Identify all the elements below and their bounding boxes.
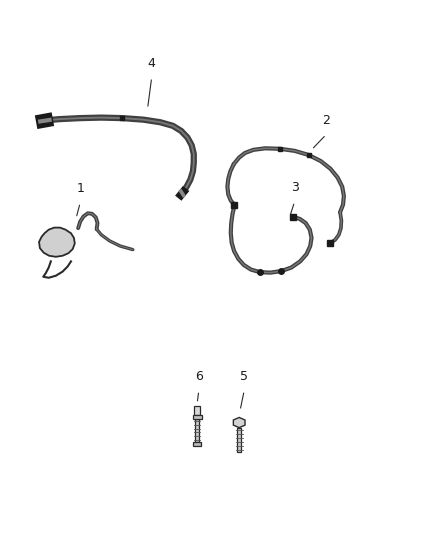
Text: 5: 5 [240,370,248,383]
Text: 4: 4 [148,56,155,69]
Text: 2: 2 [322,114,330,127]
Bar [237,427,241,452]
Bar [195,419,199,442]
Bar [193,442,201,446]
Text: 1: 1 [76,182,84,195]
Bar [193,415,202,419]
Text: 6: 6 [195,370,203,383]
Text: 3: 3 [291,181,299,194]
Polygon shape [233,417,245,427]
Bar [194,406,201,415]
Polygon shape [39,228,75,257]
